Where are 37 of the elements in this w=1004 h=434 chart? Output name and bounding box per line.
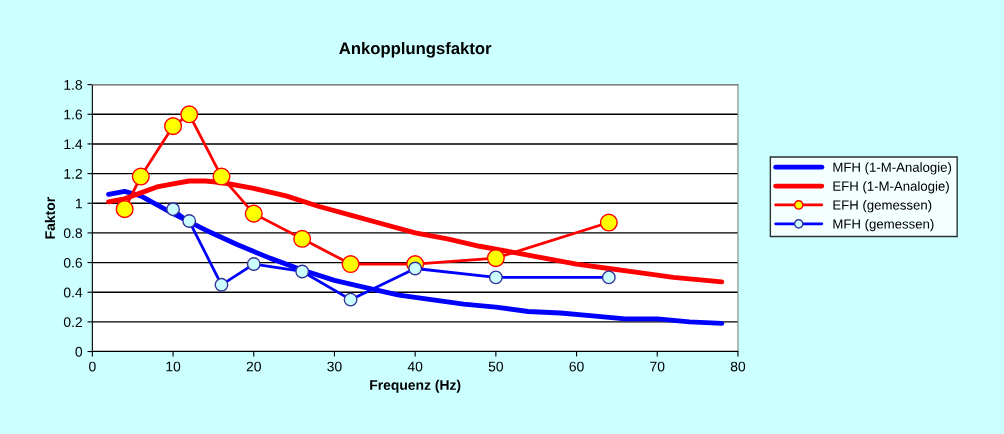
y-tick-label: 0.6 [63,257,83,268]
y-tick-label: 0 [75,346,83,357]
point [599,213,618,232]
y-tick-label: 1.6 [64,109,83,120]
point [244,204,263,223]
y-tick-label: 0.4 [63,287,83,298]
x-tick-label: 20 [246,361,261,372]
x-axis-title: Frequenz (Hz) [370,379,461,393]
point [341,255,360,274]
x-tick-label: 50 [488,361,504,372]
x-tick-label: 70 [650,361,665,372]
point [212,167,231,186]
point [486,249,505,268]
x-tick-label: 80 [730,361,746,372]
legend-label: MFH (1-M-Analogie) [833,162,952,175]
point [115,200,134,219]
point [180,105,199,124]
x-tick-label: 40 [407,361,423,372]
x-tick-label: 0 [89,361,96,372]
point [131,167,150,186]
x-tick-label: 10 [166,361,181,372]
y-tick-label: 1.8 [64,79,83,90]
legend-label: MFH (gemessen) [833,218,934,232]
y-tick-label: 1.4 [64,139,83,149]
point [293,229,312,248]
y-tick-label: 0.2 [63,317,82,328]
line-series [106,188,725,326]
chart-title: Ankopplungsfaktor [339,42,492,58]
x-tick-label: 30 [327,361,342,372]
y-tick-label: 1 [75,198,82,209]
point [164,117,183,136]
legend-label: EFH (gemessen) [833,200,932,213]
legend-label: EFH (1-M-Analogie) [833,181,949,194]
y-tick-label: 1.2 [64,168,82,179]
y-tick-label: 0.8 [63,228,83,239]
x-tick-label: 60 [569,361,584,372]
y-axis-title: Faktor [44,197,56,239]
